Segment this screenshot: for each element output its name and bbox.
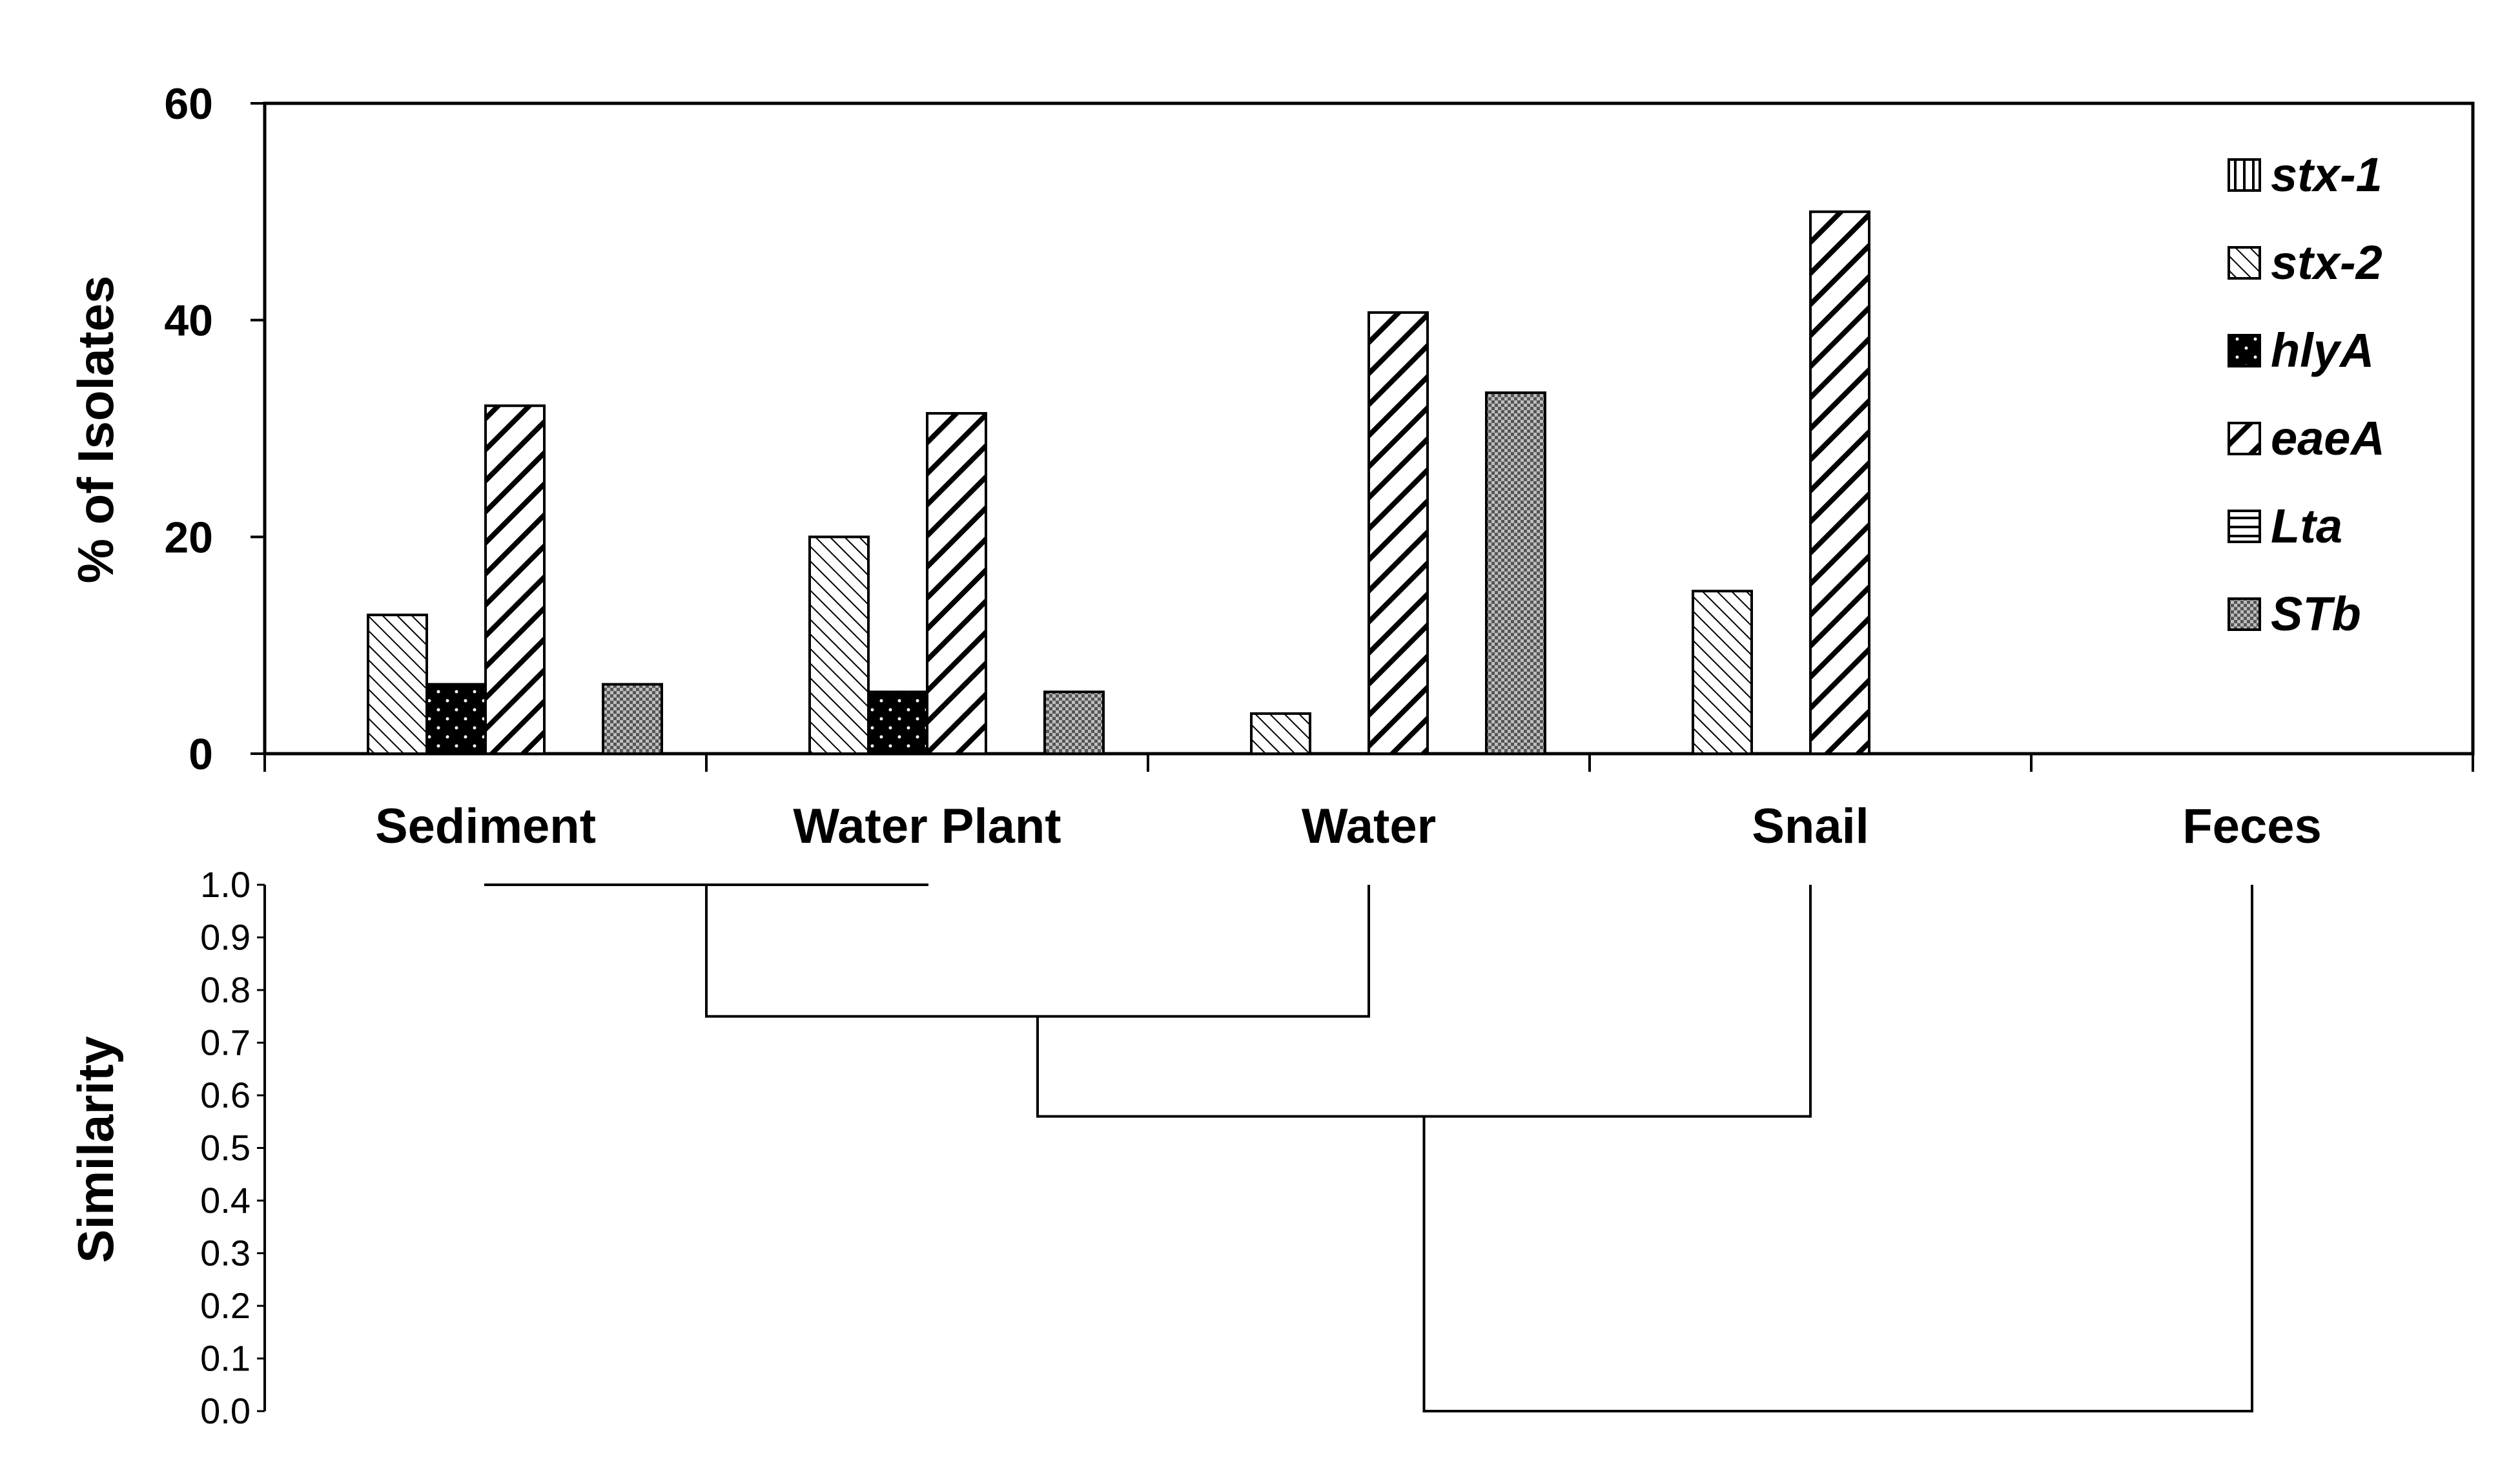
dendro-y-tick-label: 0.3 bbox=[200, 1233, 251, 1274]
legend: stx-1 stx-2 hlyA eaeA Lta STb bbox=[2228, 148, 2385, 641]
dendro-y-tick-label: 1.0 bbox=[200, 864, 251, 905]
dendro-y-tick-label: 0.2 bbox=[200, 1285, 251, 1326]
legend-label-eaea: eaeA bbox=[2271, 411, 2385, 465]
category-label-water: Water bbox=[1302, 799, 1436, 854]
bar-x-axis: Sediment Water Plant Water Snail Feces bbox=[263, 754, 2474, 854]
bar-stb-sediment bbox=[602, 683, 663, 755]
category-label-snail: Snail bbox=[1752, 799, 1869, 854]
category-label-sediment: Sediment bbox=[375, 799, 596, 854]
bar-eaea-water-plant bbox=[926, 412, 987, 755]
bar-stx-2-snail bbox=[1692, 590, 1753, 755]
category-label-feces: Feces bbox=[2182, 799, 2322, 854]
dendro-y-tick-label: 0.1 bbox=[200, 1338, 251, 1379]
legend-swatch-stb bbox=[2228, 597, 2261, 631]
legend-swatch-eaea bbox=[2228, 422, 2261, 455]
bar-y-tick-label: 20 bbox=[164, 513, 213, 562]
bar-eaea-snail bbox=[1809, 210, 1870, 756]
dendro-links bbox=[484, 883, 2253, 1412]
bar-stx-2-sediment bbox=[367, 614, 428, 755]
bar-stx-2-water-plant bbox=[808, 535, 870, 755]
legend-label-stx-2: stx-2 bbox=[2271, 236, 2382, 289]
bar-eaea-water bbox=[1368, 311, 1429, 755]
dendro-y-tick-label: 0.8 bbox=[200, 969, 251, 1010]
dendrogram: 0.0 0.1 0.2 0.3 0.4 0.5 0.6 0.7 0.8 0.9 1.0 Simila… bbox=[67, 864, 2253, 1431]
category-label-water-plant: Water Plant bbox=[793, 799, 1061, 854]
bar-stb-water-plant bbox=[1043, 690, 1105, 755]
dendro-y-tick-label: 0.4 bbox=[200, 1180, 251, 1221]
legend-label-hlya: hlyA bbox=[2271, 324, 2374, 377]
legend-swatch-lta bbox=[2228, 510, 2261, 543]
legend-swatch-hlya bbox=[2228, 334, 2261, 367]
bar-y-axis: 0 20 40 60 bbox=[164, 79, 265, 779]
dendro-y-axis-title: Similarity bbox=[67, 1036, 124, 1263]
bar-hlya-sediment bbox=[425, 683, 487, 755]
bar-y-axis-title: % of Isolates bbox=[67, 276, 124, 584]
bar-eaea-sediment bbox=[484, 404, 546, 755]
bar-y-tick-label: 0 bbox=[189, 730, 213, 779]
dendro-y-tick-label: 0.0 bbox=[200, 1390, 251, 1431]
bar-stx-2-water bbox=[1250, 712, 1311, 755]
dendro-y-tick-label: 0.7 bbox=[200, 1022, 251, 1063]
bar-chart: 0 20 40 60 Sediment Water Plant Water Snail Fec… bbox=[67, 79, 2475, 854]
dendro-y-tick-label: 0.9 bbox=[200, 917, 251, 958]
legend-swatch-stx-1 bbox=[2228, 158, 2261, 192]
bar-hlya-water-plant bbox=[867, 690, 928, 755]
legend-label-stb: STb bbox=[2271, 587, 2361, 641]
legend-swatch-stx-2 bbox=[2228, 246, 2261, 280]
dendro-y-tick-label: 0.6 bbox=[200, 1075, 251, 1115]
dendro-y-axis: 0.0 0.1 0.2 0.3 0.4 0.5 0.6 0.7 0.8 0.9 1.0 bbox=[200, 864, 265, 1431]
bar-y-tick-label: 40 bbox=[164, 296, 213, 346]
bar-y-tick-label: 60 bbox=[164, 79, 213, 129]
dendro-y-tick-label: 0.5 bbox=[200, 1128, 251, 1168]
bar-marks bbox=[367, 210, 1870, 756]
legend-label-stx-1: stx-1 bbox=[2271, 148, 2382, 201]
bar-stb-water bbox=[1485, 391, 1546, 755]
legend-label-lta: Lta bbox=[2271, 499, 2342, 553]
